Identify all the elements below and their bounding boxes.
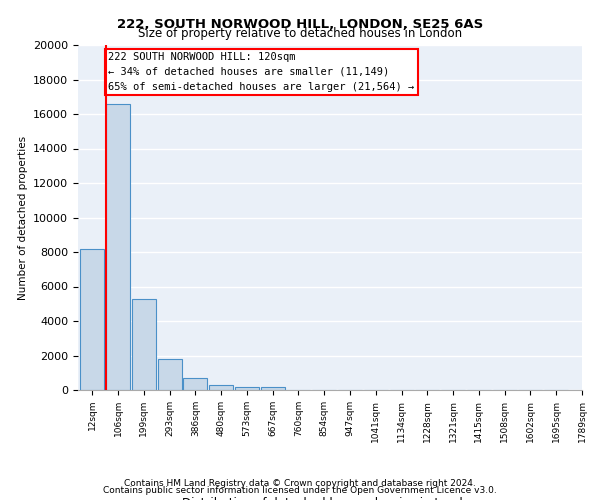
Bar	[184, 378, 207, 390]
Bar	[158, 359, 182, 390]
Y-axis label: Number of detached properties: Number of detached properties	[17, 136, 28, 300]
Text: 222, SOUTH NORWOOD HILL, LONDON, SE25 6AS: 222, SOUTH NORWOOD HILL, LONDON, SE25 6A…	[117, 18, 483, 30]
Bar	[260, 388, 284, 390]
Text: Size of property relative to detached houses in London: Size of property relative to detached ho…	[138, 28, 462, 40]
X-axis label: Distribution of detached houses by size in London: Distribution of detached houses by size …	[182, 498, 478, 500]
Text: Contains HM Land Registry data © Crown copyright and database right 2024.: Contains HM Land Registry data © Crown c…	[124, 478, 476, 488]
Text: 222 SOUTH NORWOOD HILL: 120sqm
← 34% of detached houses are smaller (11,149)
65%: 222 SOUTH NORWOOD HILL: 120sqm ← 34% of …	[108, 52, 415, 92]
Bar	[132, 298, 156, 390]
Bar	[106, 104, 130, 390]
Text: Contains public sector information licensed under the Open Government Licence v3: Contains public sector information licen…	[103, 486, 497, 495]
Bar	[80, 248, 104, 390]
Bar	[209, 385, 233, 390]
Bar	[235, 386, 259, 390]
